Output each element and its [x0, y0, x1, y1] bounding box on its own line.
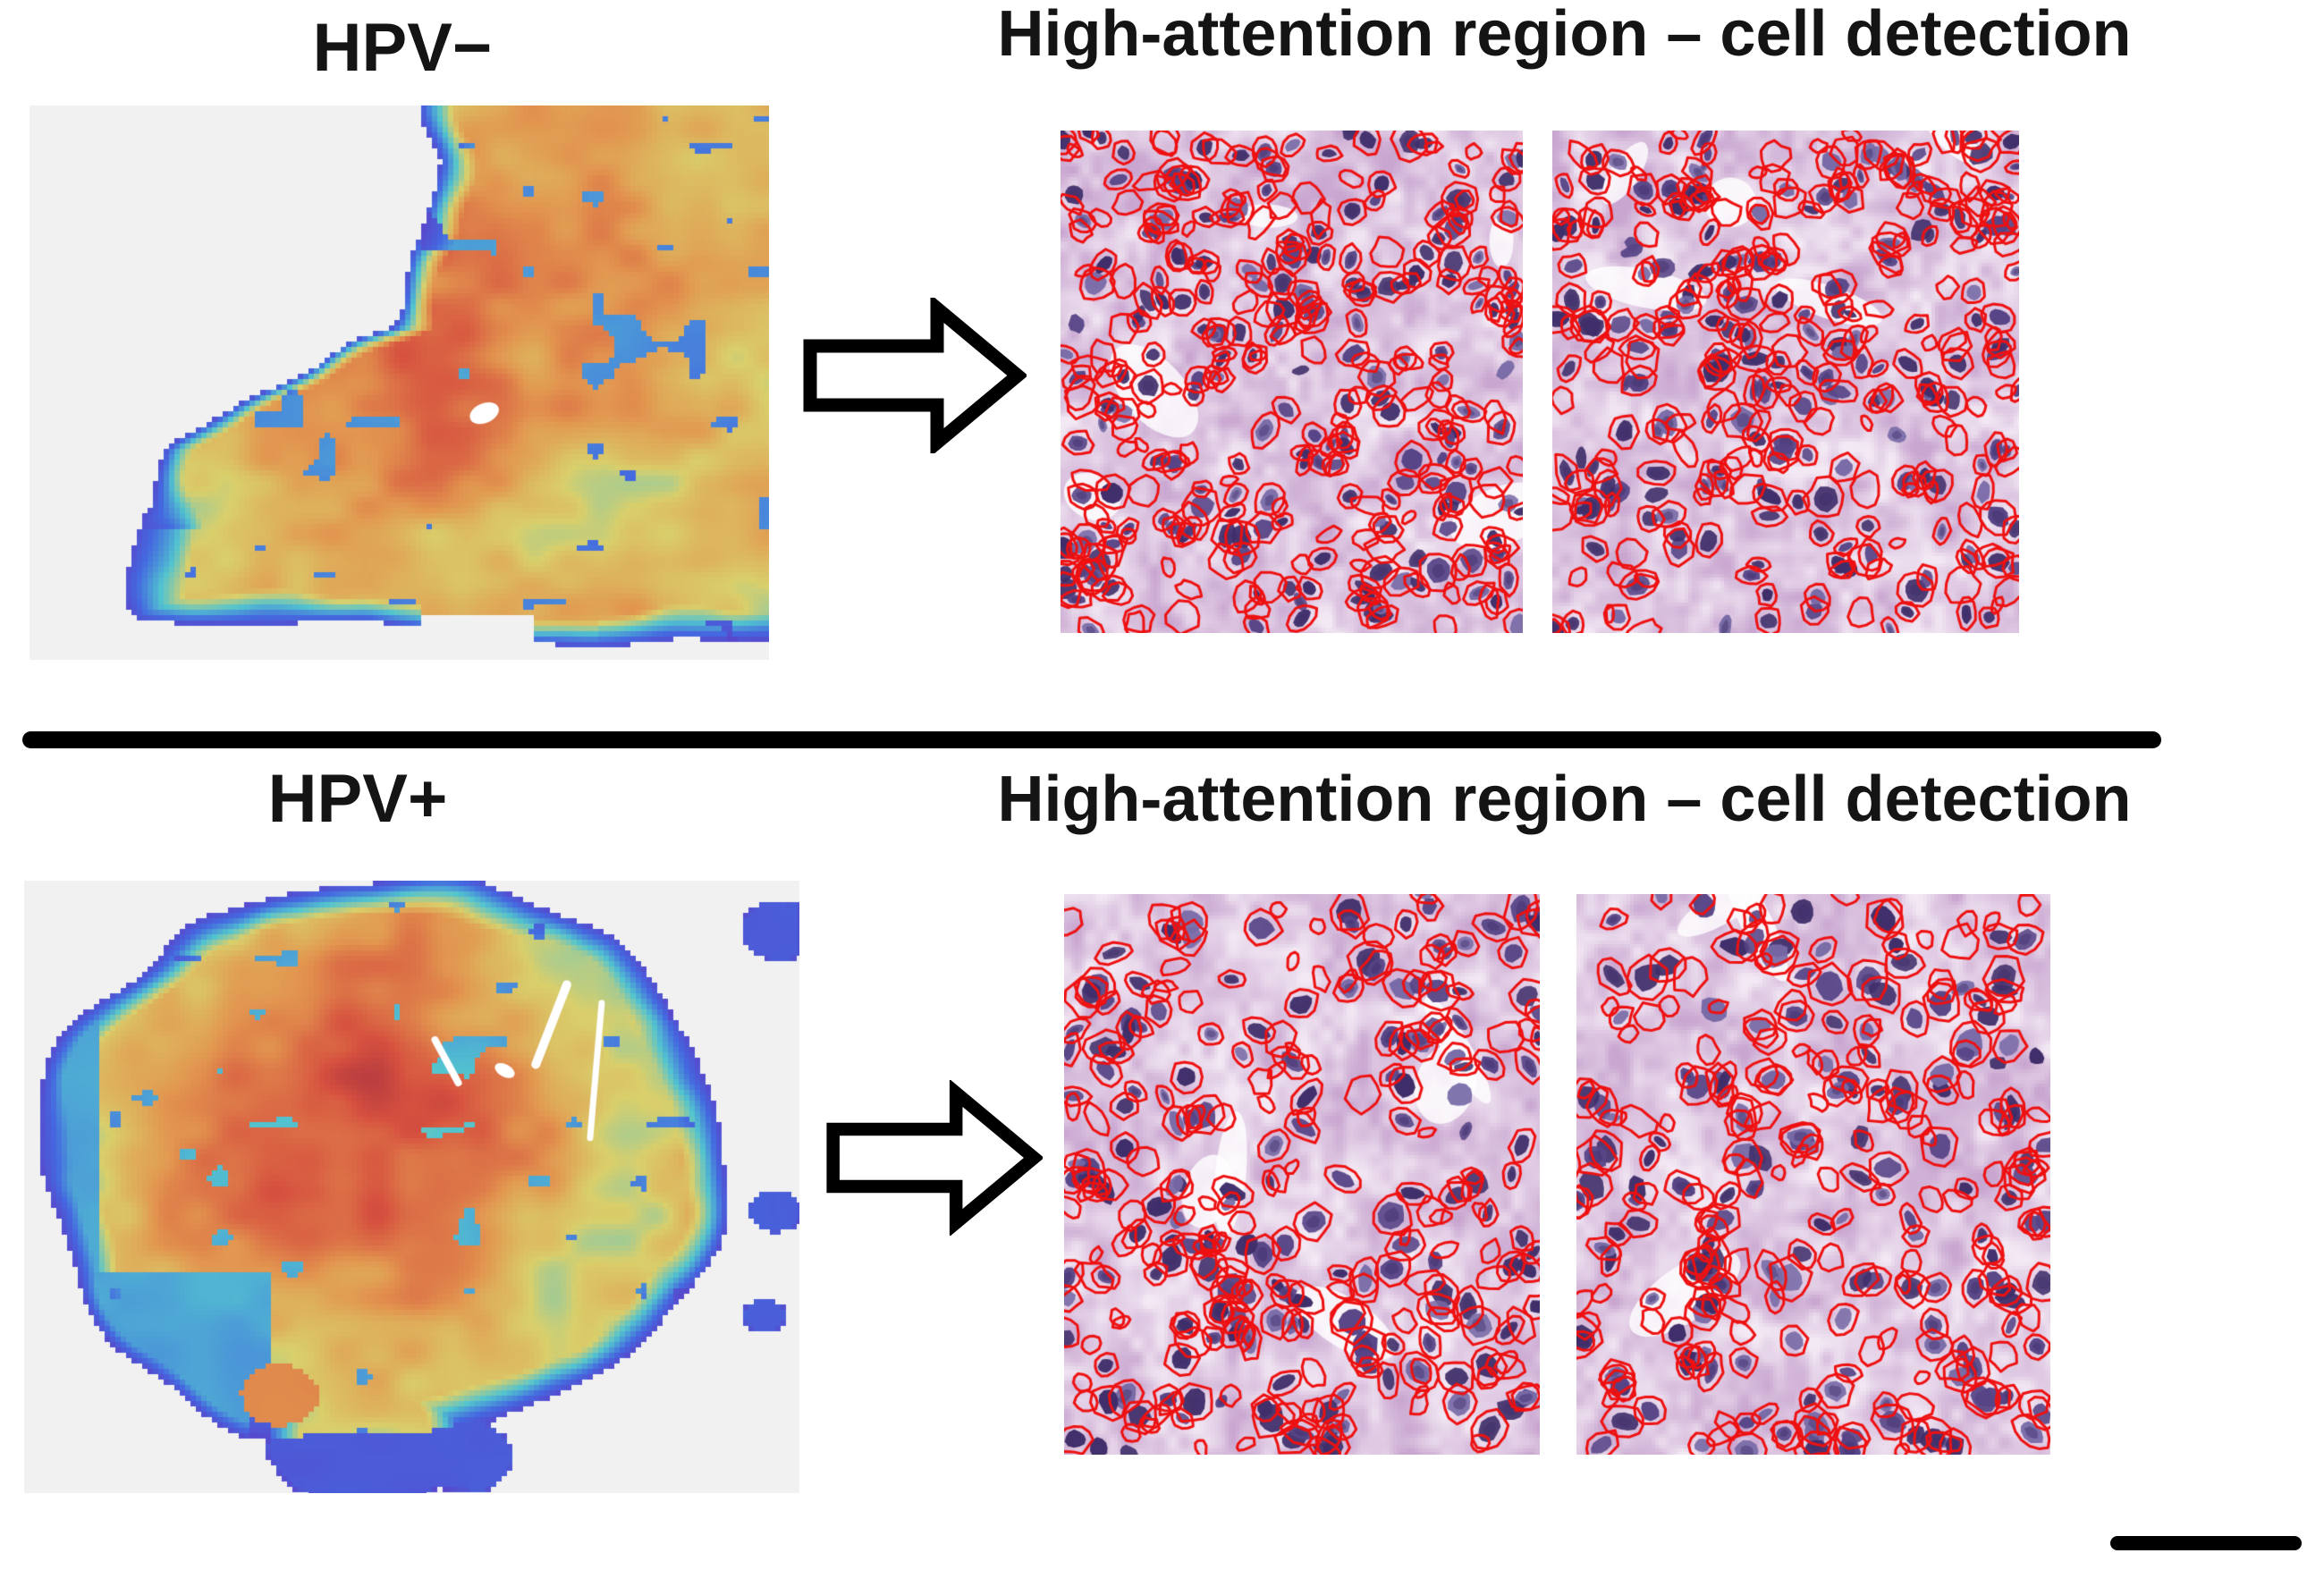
hpv-negative-label: HPV− — [312, 10, 493, 86]
hpv-negative-section-title: High-attention region – cell detection — [997, 0, 2132, 70]
hpv-positive-attention-heatmap — [24, 881, 799, 1493]
cell-detection-patch-pos-2 — [1576, 894, 2050, 1455]
hpv-positive-label: HPV+ — [267, 761, 448, 837]
scale-bar — [2110, 1536, 2302, 1550]
cell-detection-patch-neg-2 — [1552, 131, 2019, 633]
hpv-negative-attention-heatmap — [30, 106, 769, 660]
hpv-positive-section-title: High-attention region – cell detection — [997, 764, 2132, 835]
block-arrow-right-icon — [803, 298, 1027, 453]
cell-detection-patch-neg-1 — [1061, 131, 1523, 633]
cell-detection-patch-pos-1 — [1064, 894, 1540, 1455]
section-divider — [22, 731, 2161, 748]
block-arrow-right-icon — [826, 1080, 1043, 1236]
